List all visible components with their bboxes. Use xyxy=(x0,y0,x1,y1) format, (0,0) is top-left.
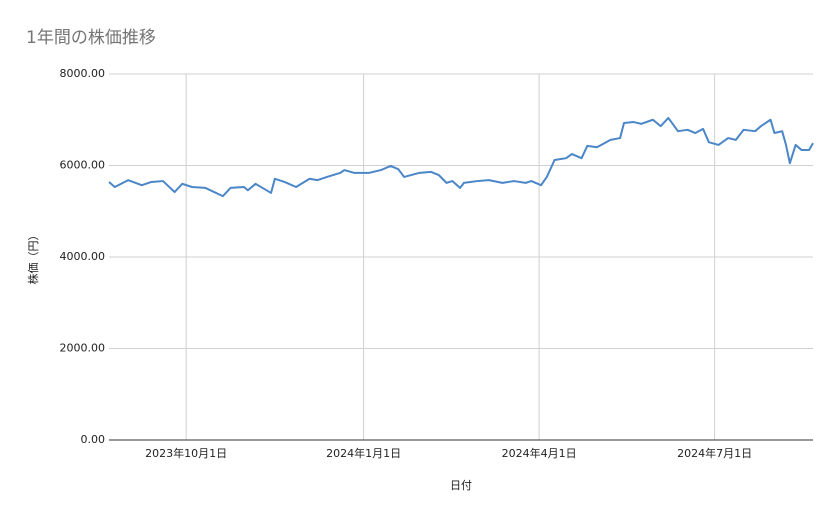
y-axis-title: 株価（円） xyxy=(26,230,40,285)
y-tick-label: 2000.00 xyxy=(60,342,106,355)
chart-title: 1年間の株価推移 xyxy=(26,28,156,48)
x-tick-label: 2024年1月1日 xyxy=(326,446,401,460)
x-tick-label: 2024年4月1日 xyxy=(502,446,577,460)
x-tick-label: 2024年7月1日 xyxy=(677,446,752,460)
x-tick-label: 2023年10月1日 xyxy=(145,446,227,460)
x-axis-title: 日付 xyxy=(450,479,472,492)
y-tick-label: 0.00 xyxy=(81,433,106,446)
y-tick-label: 6000.00 xyxy=(60,159,106,172)
price-line xyxy=(108,116,814,198)
y-tick-label: 4000.00 xyxy=(60,250,106,263)
y-tick-label: 8000.00 xyxy=(60,67,106,80)
